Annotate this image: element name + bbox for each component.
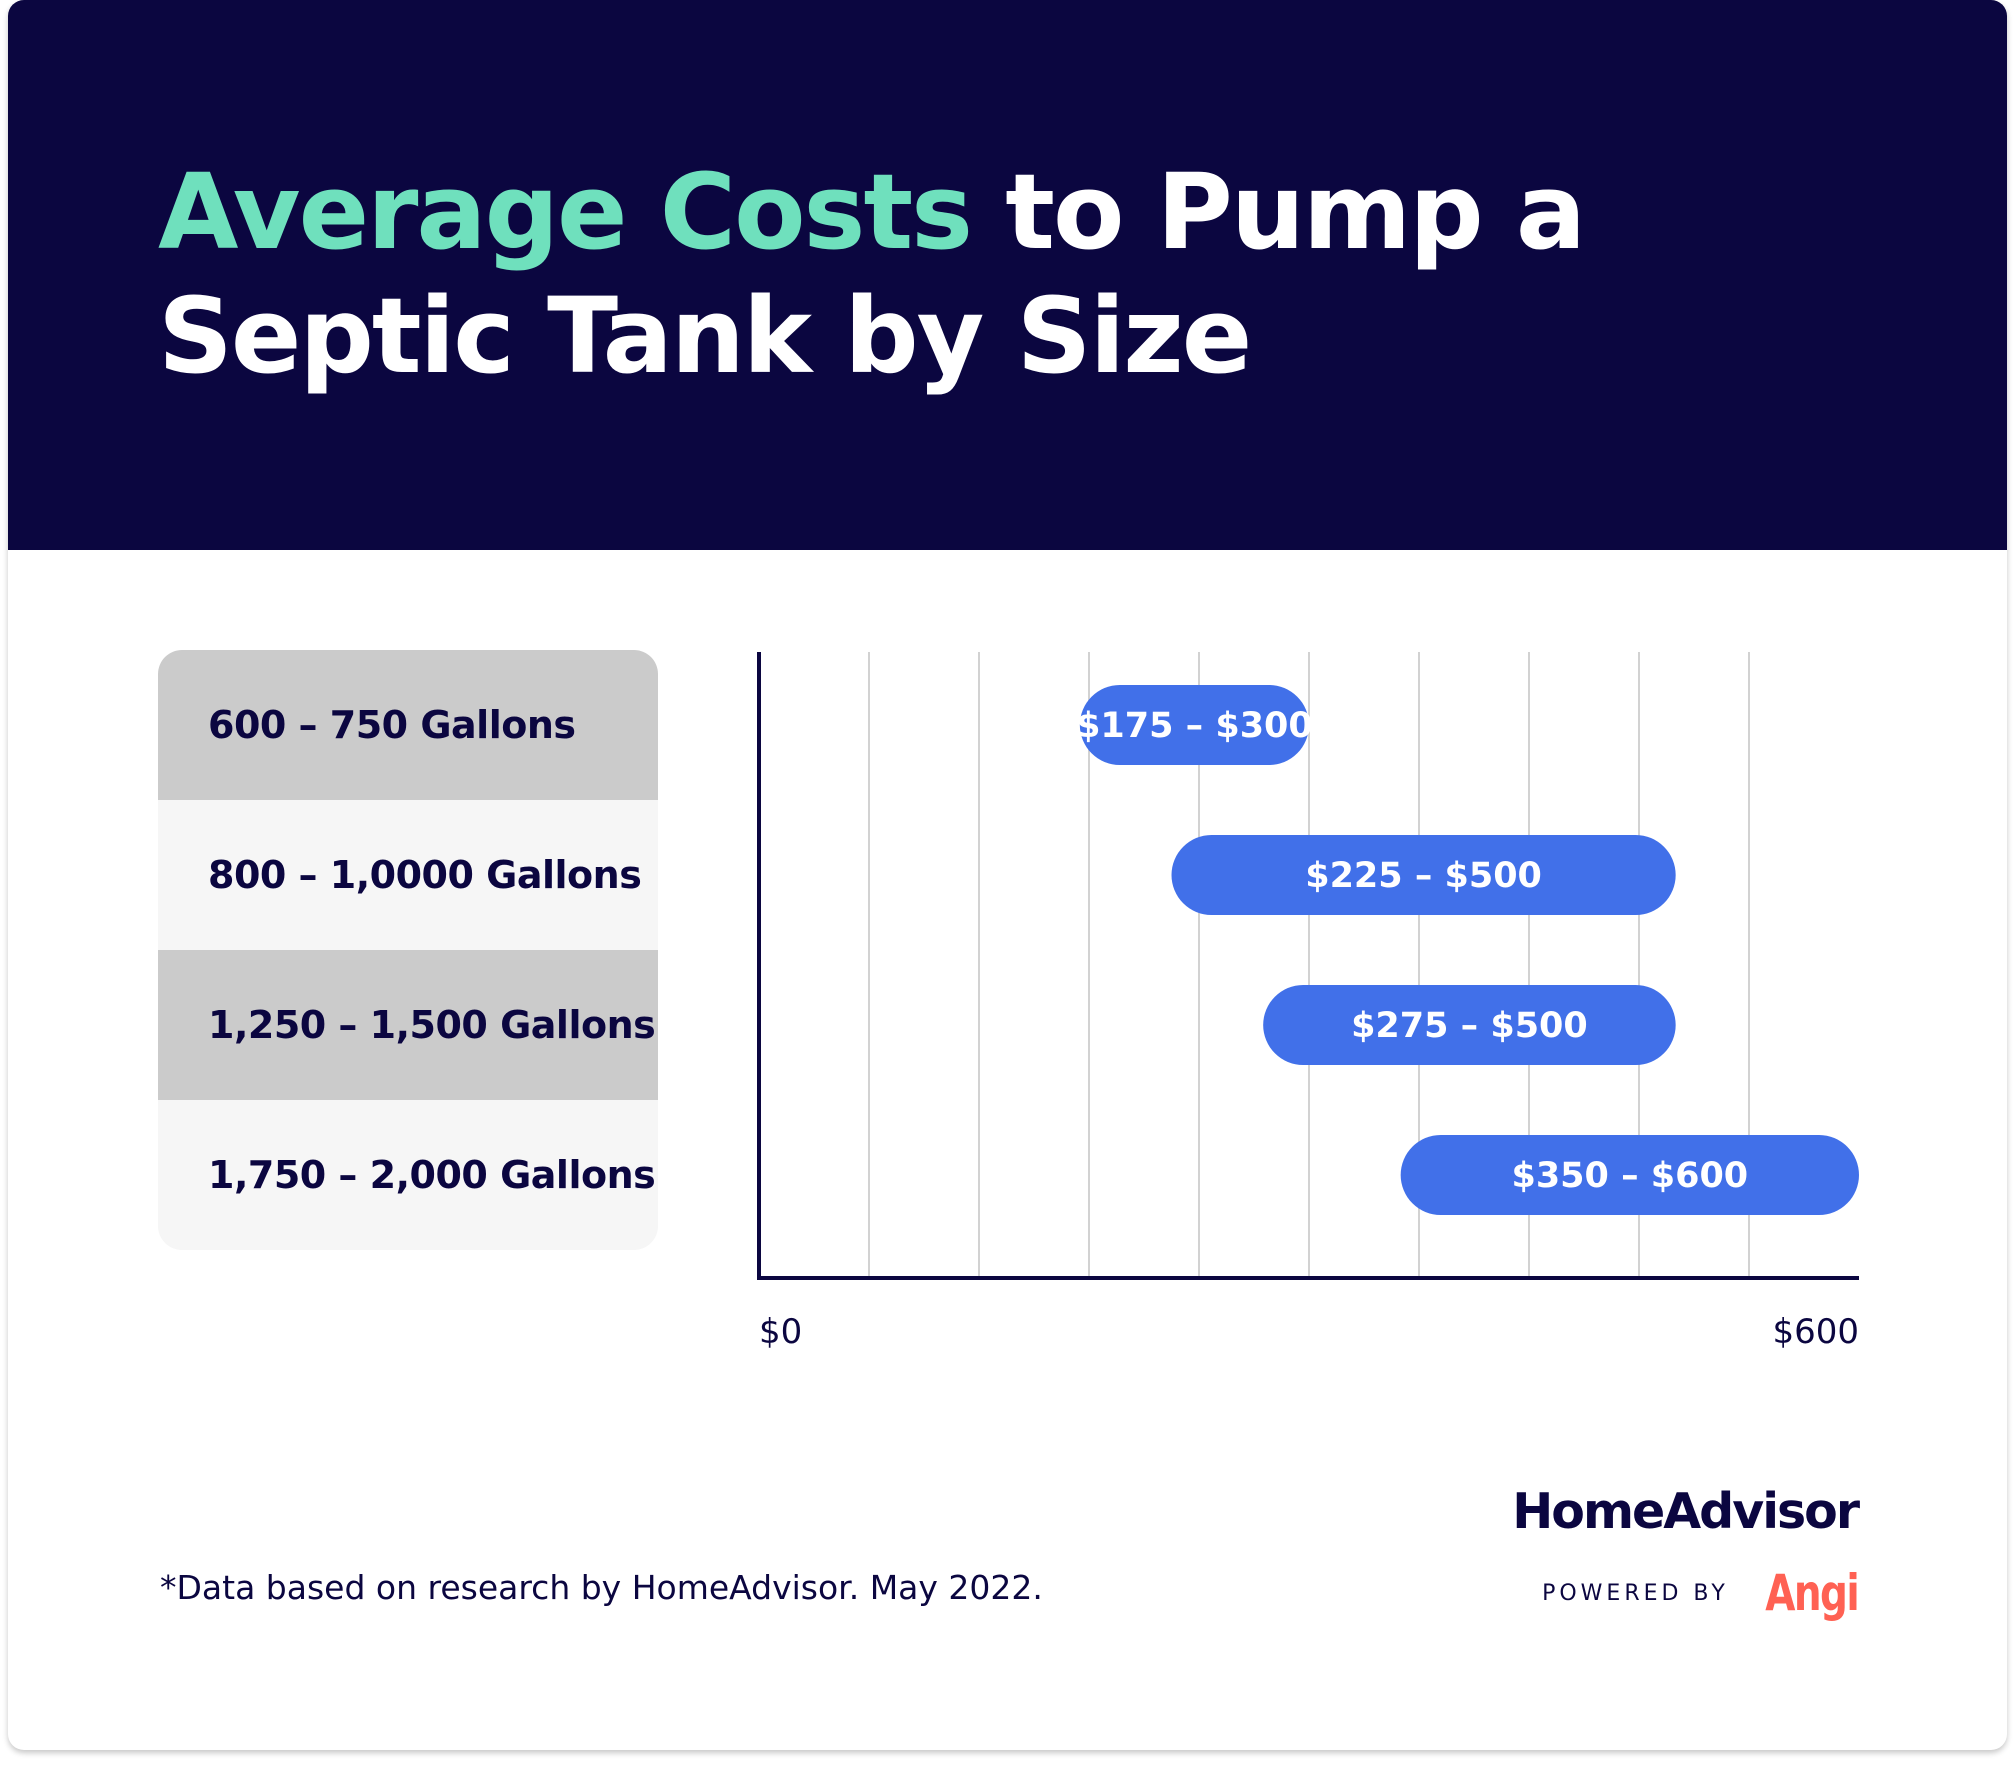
range-bar-label: $275 – $500 (1351, 1006, 1588, 1046)
category-label: 600 – 750 Gallons (158, 650, 658, 800)
x-tick-label: $600 (1772, 1312, 1859, 1352)
category-label: 1,750 – 2,000 Gallons (158, 1100, 658, 1250)
range-bar (1079, 685, 1309, 765)
homeadvisor-logo: HomeAdvisor (1512, 1483, 1860, 1540)
footnote: *Data based on research by HomeAdvisor. … (160, 1568, 1043, 1607)
range-bar (1400, 1135, 1859, 1215)
category-labels: 600 – 750 Gallons 800 – 1,0000 Gallons 1… (158, 650, 658, 1250)
range-bar-label: $225 – $500 (1305, 856, 1542, 896)
title-highlight: Average Costs (158, 151, 973, 273)
page-title: Average Costs to Pump a Septic Tank by S… (158, 150, 1758, 398)
powered-by-lockup: POWERED BY Angi (1538, 1563, 1860, 1623)
range-bar (1263, 985, 1676, 1065)
category-label: 1,250 – 1,500 Gallons (158, 950, 658, 1100)
header-banner: Average Costs to Pump a Septic Tank by S… (8, 0, 2007, 550)
x-tick-label: $0 (759, 1312, 802, 1352)
title-rest: to Pump a Septic Tank by Size (158, 151, 1586, 397)
infographic-card: Average Costs to Pump a Septic Tank by S… (8, 0, 2007, 1750)
range-bar-label: $350 – $600 (1511, 1156, 1748, 1196)
range-chart: $175 – $300 $225 – $500 $275 – $500 $350 – … (757, 652, 1859, 1352)
powered-by-text: POWERED BY (1542, 1580, 1729, 1606)
range-bar (1171, 835, 1676, 915)
category-label: 800 – 1,0000 Gallons (158, 800, 658, 950)
angi-logo: Angi (1764, 1564, 1860, 1622)
range-bar-label: $175 – $300 (1076, 706, 1313, 746)
